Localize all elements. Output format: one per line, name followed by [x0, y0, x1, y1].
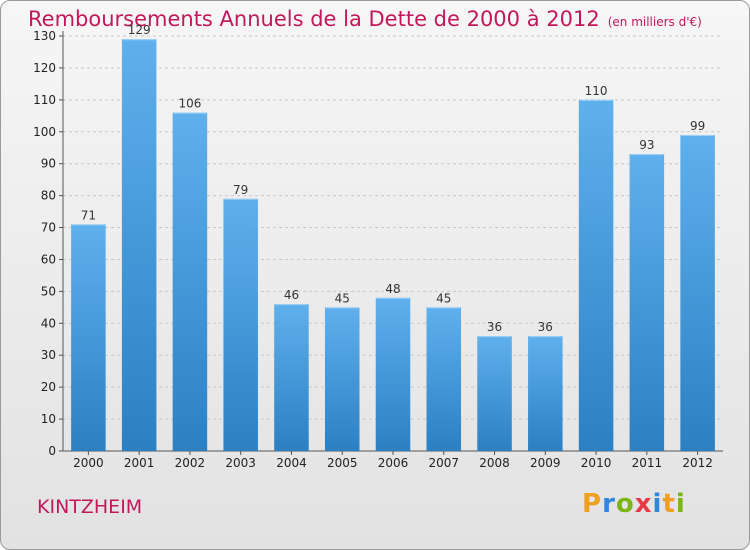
chart-frame: Remboursements Annuels de la Dette de 20… [0, 0, 750, 550]
data-label-2004: 46 [284, 288, 299, 302]
x-tick-label: 2002 [175, 456, 206, 470]
y-tick-label: 60 [41, 252, 56, 266]
x-tick-label: 2005 [327, 456, 358, 470]
bar-2000 [71, 224, 106, 451]
logo-letter: o [616, 489, 635, 519]
data-label-2006: 48 [385, 282, 400, 296]
y-tick-label: 70 [41, 221, 56, 235]
y-tick-label: 120 [33, 61, 56, 75]
bar-2012 [680, 135, 715, 451]
bar-2006 [376, 298, 411, 451]
y-tick-label: 50 [41, 284, 56, 298]
y-tick-label: 40 [41, 316, 56, 330]
x-tick-label: 2003 [225, 456, 256, 470]
bar-2010 [579, 100, 614, 451]
y-tick-label: 100 [33, 125, 56, 139]
data-label-2003: 79 [233, 183, 248, 197]
bar-2001 [122, 39, 157, 451]
x-tick-label: 2009 [530, 456, 561, 470]
data-label-2011: 93 [639, 138, 654, 152]
data-label-2005: 45 [335, 291, 350, 305]
bars [71, 39, 715, 451]
data-label-2000: 71 [81, 208, 96, 222]
y-tick-label: 30 [41, 348, 56, 362]
bar-2009 [528, 336, 563, 451]
bar-chart: 0 10 20 30 40 50 60 70 80 90 100 110 120 130 71 2000 129… [1, 1, 750, 550]
logo-letter: i [676, 489, 686, 519]
proxiti-logo: Proxiti [582, 489, 686, 519]
data-label-2008: 36 [487, 320, 502, 334]
data-label-2002: 106 [178, 97, 201, 111]
y-tick-label: 110 [33, 93, 56, 107]
logo-letter: r [602, 489, 616, 519]
x-tick-label: 2008 [479, 456, 510, 470]
logo-letter: P [582, 489, 602, 519]
logo-letter: t [662, 489, 675, 519]
data-label-2001: 129 [128, 23, 151, 37]
x-tick-label: 2011 [632, 456, 663, 470]
data-label-2009: 36 [538, 320, 553, 334]
x-tick-label: 2010 [581, 456, 612, 470]
x-tick-label: 2006 [378, 456, 409, 470]
y-tick-label: 20 [41, 380, 56, 394]
y-tick-label: 80 [41, 189, 56, 203]
bar-2011 [630, 154, 665, 451]
x-tick-label: 2004 [276, 456, 307, 470]
bar-2002 [173, 113, 208, 451]
x-tick-label: 2007 [428, 456, 459, 470]
y-tick-label: 130 [33, 29, 56, 43]
bar-2003 [223, 199, 258, 451]
bar-2005 [325, 307, 360, 451]
y-tick-label: 0 [48, 444, 56, 458]
logo-letter: i [653, 489, 663, 519]
commune-name: KINTZHEIM [37, 496, 142, 518]
bar-2008 [477, 336, 512, 451]
x-tick-label: 2001 [124, 456, 155, 470]
x-tick-label: 2012 [682, 456, 713, 470]
data-label-2012: 99 [690, 119, 705, 133]
y-tick-label: 10 [41, 412, 56, 426]
bar-2007 [427, 307, 462, 451]
logo-letter: x [635, 489, 653, 519]
data-label-2007: 45 [436, 291, 451, 305]
y-tick-label: 90 [41, 157, 56, 171]
bar-2004 [274, 304, 309, 451]
x-tick-label: 2000 [73, 456, 104, 470]
data-label-2010: 110 [585, 84, 608, 98]
